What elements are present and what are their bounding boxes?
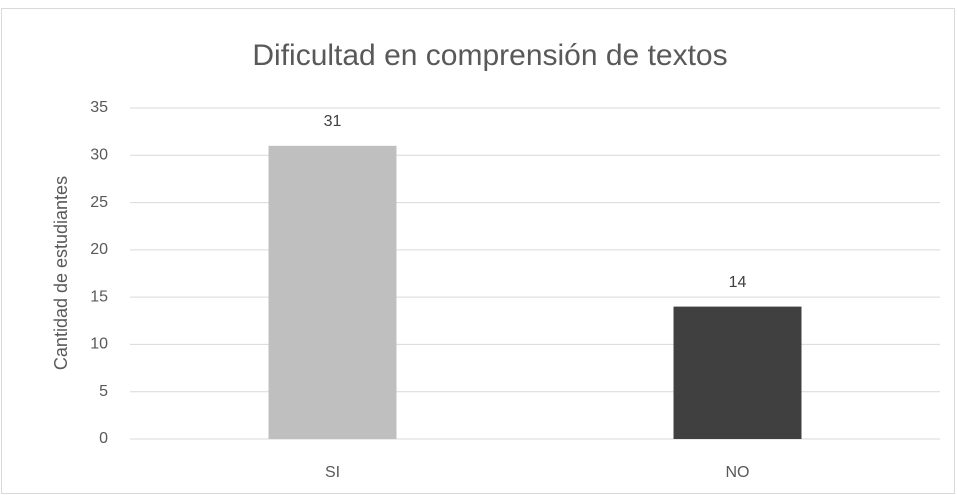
y-tick-label: 10	[90, 336, 108, 353]
chart-border	[1, 8, 955, 494]
y-tick-label: 25	[90, 194, 108, 211]
x-tick-label: NO	[726, 464, 750, 481]
bar	[268, 145, 397, 440]
data-label: 14	[729, 274, 747, 291]
chart-title: Dificultad en comprensión de textos	[252, 39, 727, 72]
y-tick-label: 5	[99, 383, 108, 400]
y-tick-label: 30	[90, 147, 108, 164]
y-tick-label: 35	[90, 99, 108, 116]
y-tick-label: 15	[90, 288, 108, 305]
data-label: 31	[324, 113, 342, 130]
bar	[673, 306, 802, 439]
y-tick-label: 0	[99, 430, 108, 447]
y-axis-title: Cantidad de estudiantes	[51, 176, 71, 370]
y-tick-label: 20	[90, 241, 108, 258]
x-tick-label: SI	[325, 464, 340, 481]
